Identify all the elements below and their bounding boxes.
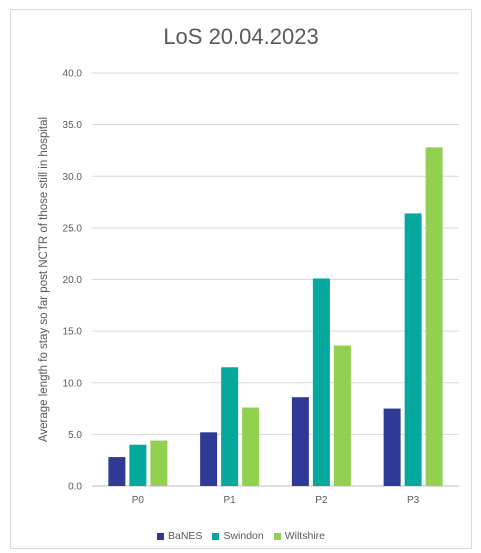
legend-swatch [212,532,220,540]
bar-swindon-p0 [129,444,147,486]
bar-swindon-p1 [221,367,239,486]
y-tick-label: 25.0 [63,223,83,234]
y-tick-label: 15.0 [63,327,83,338]
bar-wiltshire-p0 [150,440,168,486]
legend-label: Swindon [223,530,264,542]
chart-frame: LoS 20.04.2023 0.0 5.0 10.0 15.0 20.0 25.0 30.… [10,9,472,549]
x-tick-label: P2 [315,495,328,506]
bar-banes-p1 [200,432,218,486]
bar-wiltshire-p2 [333,345,351,486]
y-tick-label: 5.0 [68,430,82,441]
bar-swindon-p2 [312,278,330,486]
legend-item-banes: BaNES [157,530,202,542]
chart-legend: BaNES Swindon Wiltshire [11,530,471,542]
bar-chart: 0.0 5.0 10.0 15.0 20.0 25.0 30.0 35.0 40.0 Averag… [38,69,459,506]
y-tick-label: 0.0 [68,482,82,493]
y-tick-label: 35.0 [63,120,83,131]
legend-swatch [157,532,164,540]
y-tick-label: 20.0 [63,275,83,286]
legend-label: Wiltshire [284,530,325,542]
x-tick-label: P0 [132,495,145,506]
x-tick-label: P1 [224,495,237,506]
bar-banes-p2 [291,397,309,486]
legend-swatch [273,532,281,540]
y-tick-label: 10.0 [63,378,83,389]
bar-wiltshire-p3 [425,147,443,486]
y-axis-title: Average length fo stay so far post NCTR … [38,117,50,442]
legend-item-swindon: Swindon [212,530,264,542]
legend-item-wiltshire: Wiltshire [273,530,325,542]
x-tick-label: P3 [407,495,420,506]
chart-title: LoS 20.04.2023 [163,24,319,49]
bar-banes-p3 [383,408,401,486]
y-tick-label: 30.0 [63,172,83,183]
bar-wiltshire-p1 [242,407,260,486]
legend-label: BaNES [168,530,203,542]
bar-banes-p0 [108,457,126,486]
y-tick-label: 40.0 [63,69,83,80]
bar-swindon-p3 [404,213,422,487]
